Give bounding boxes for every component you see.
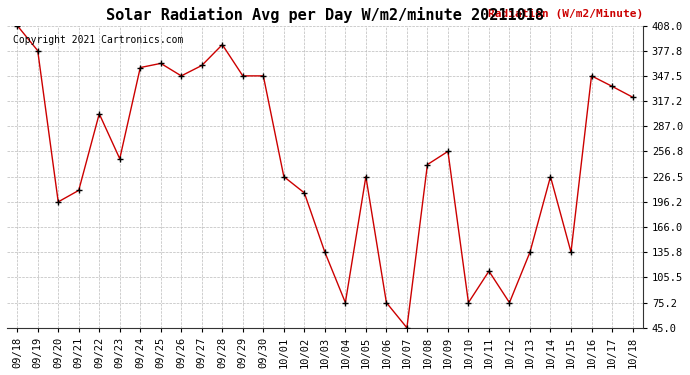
Text: Radiation (W/m2/Minute): Radiation (W/m2/Minute) xyxy=(488,9,643,20)
Title: Solar Radiation Avg per Day W/m2/minute 20211018: Solar Radiation Avg per Day W/m2/minute … xyxy=(106,7,544,23)
Text: Copyright 2021 Cartronics.com: Copyright 2021 Cartronics.com xyxy=(13,34,184,45)
